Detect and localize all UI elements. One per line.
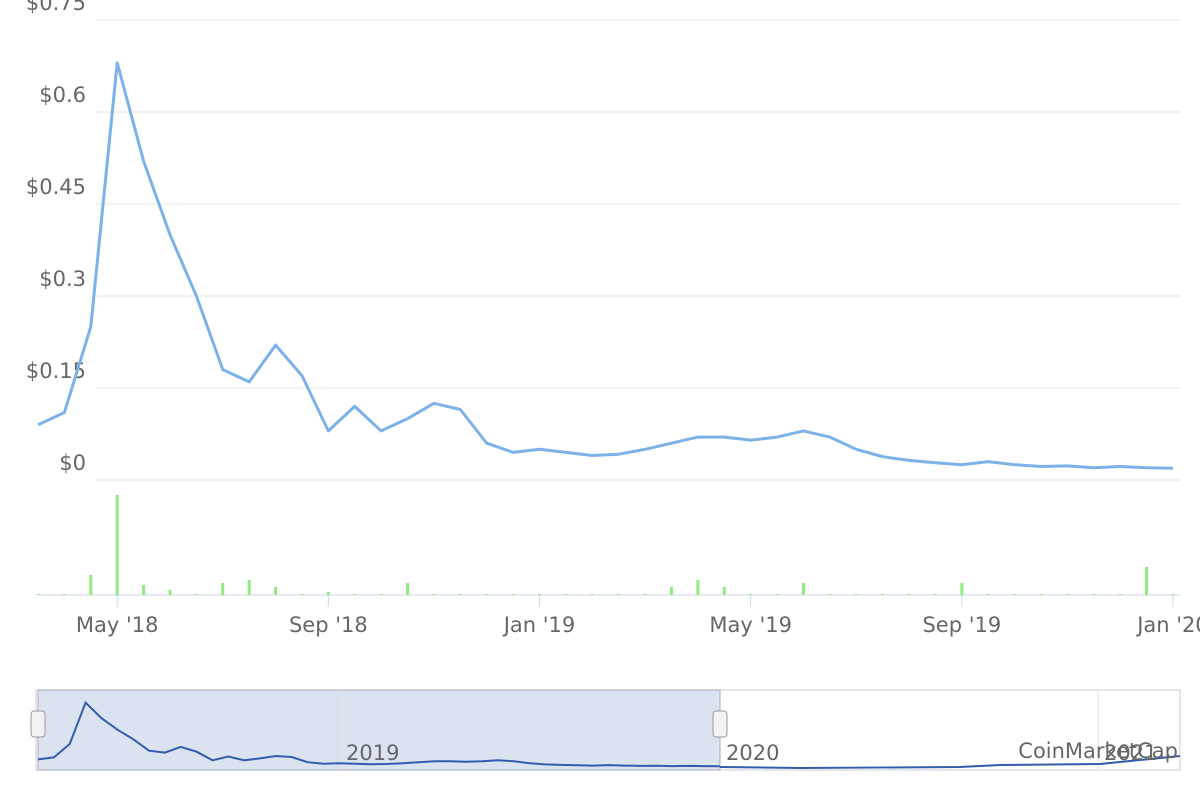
volume-bar (643, 594, 647, 595)
volume-bar (458, 594, 462, 595)
volume-bar (960, 583, 964, 595)
navigator-label: 2019 (346, 741, 399, 765)
volume-bar (749, 594, 753, 595)
navigator-handle[interactable] (712, 710, 728, 738)
volume-bar (881, 594, 885, 595)
volume-bar (326, 592, 330, 595)
y-tick-label: $0.45 (26, 175, 86, 199)
volume-bar (1039, 594, 1043, 595)
y-tick-label: $0.6 (39, 83, 86, 107)
volume-bar (168, 590, 172, 595)
volume-bar (696, 580, 700, 595)
volume-bar (854, 594, 858, 595)
volume-bar (669, 587, 673, 595)
volume-bar (1145, 567, 1149, 595)
volume-bar (1118, 594, 1122, 595)
x-tick-label: Jan '19 (502, 613, 576, 637)
volume-bar (432, 594, 436, 595)
volume-bar (353, 594, 357, 595)
volume-bar (775, 594, 779, 595)
volume-bar (62, 594, 66, 595)
volume-bar (617, 594, 621, 595)
volume-bar (511, 594, 515, 595)
navigator-line (37, 700, 721, 768)
x-tick-label: Sep '19 (922, 613, 1001, 637)
volume-bar (1065, 594, 1069, 595)
volume-bar (564, 594, 568, 595)
y-tick-label: $0.3 (39, 267, 86, 291)
x-tick-label: May '18 (76, 613, 159, 637)
volume-bar (36, 594, 40, 595)
volume-bar (722, 587, 726, 595)
volume-bar (1171, 594, 1175, 595)
x-tick-label: Jan '20 (1135, 613, 1200, 637)
volume-bar (590, 594, 594, 595)
volume-bar (194, 594, 198, 595)
volume-bar (274, 587, 278, 595)
y-tick-label: $0 (59, 451, 86, 475)
price-line (37, 61, 1174, 470)
x-tick-label: May '19 (709, 613, 792, 637)
volume-bar (247, 580, 251, 595)
volume-bar (1013, 594, 1017, 595)
volume-bar (89, 575, 93, 595)
volume-bar (115, 495, 119, 595)
volume-bar (538, 594, 542, 595)
navigator-label: 2020 (726, 741, 779, 765)
volume-bar (933, 594, 937, 595)
volume-bar (1092, 594, 1096, 595)
watermark: CoinMarketCap (1018, 739, 1178, 763)
volume-bar (221, 583, 225, 595)
volume-bar (485, 594, 489, 595)
volume-bar (907, 594, 911, 595)
y-tick-label: $0.75 (26, 0, 86, 15)
volume-bar (986, 594, 990, 595)
volume-bar (379, 594, 383, 595)
volume-bar (406, 583, 410, 595)
volume-bar (142, 585, 146, 595)
x-tick-label: Sep '18 (289, 613, 368, 637)
volume-bar (801, 583, 805, 595)
navigator-handle[interactable] (30, 710, 46, 738)
navigator-tail (719, 755, 1181, 770)
volume-bar (828, 594, 832, 595)
volume-bar (300, 594, 304, 595)
navigator-selection[interactable] (37, 689, 721, 771)
navigator-label: 2021 (1104, 741, 1157, 765)
